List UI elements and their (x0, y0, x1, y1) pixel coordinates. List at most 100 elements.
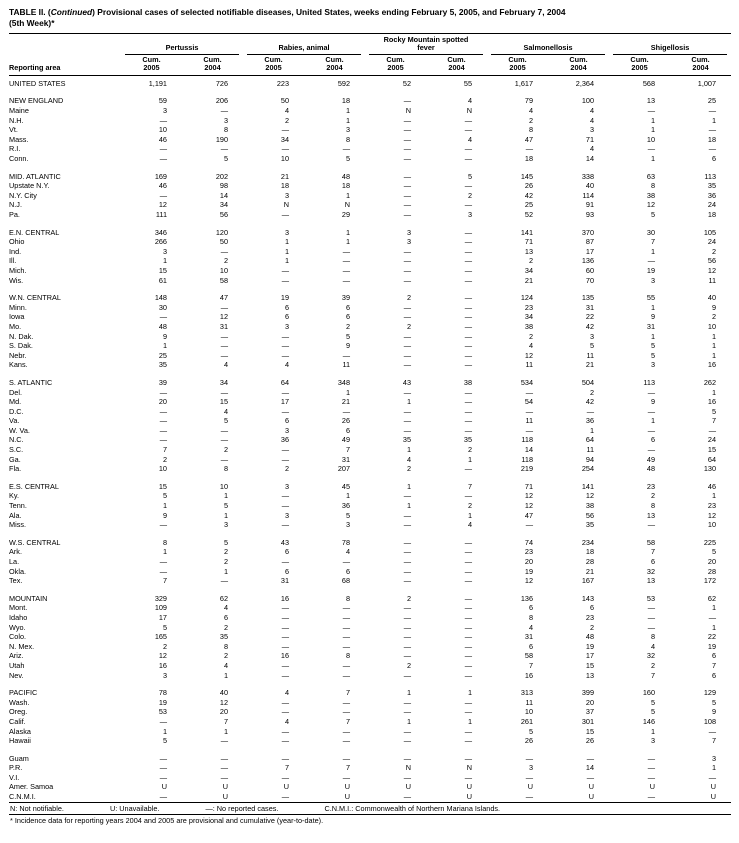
value-cell: — (464, 144, 473, 154)
value-cell: 124 (520, 293, 534, 303)
value-cell: — (464, 227, 473, 237)
value-cell: — (159, 115, 167, 125)
value-cell: 10 (219, 265, 229, 275)
value-cell: — (281, 445, 290, 455)
value-cell: — (647, 106, 656, 116)
value-cell: 145 (520, 171, 534, 181)
value-cell: — (342, 697, 351, 707)
table-row: N. Dak. 9 — — 5 — — 2 3 1 1 (9, 332, 731, 342)
value-cell: 13 (524, 246, 534, 256)
reporting-area-cell: S.C. (9, 445, 24, 455)
value-cell: — (281, 736, 290, 746)
table-row: Ind. 3 — 1 — — — 13 17 1 2 (9, 247, 731, 257)
value-cell: — (342, 641, 351, 651)
value-cell: 35 (463, 435, 473, 445)
value-cell: — (159, 772, 167, 782)
table-row: Kans. 35 4 4 11 — — 11 21 3 16 (9, 360, 731, 370)
value-cell: U (588, 792, 595, 802)
value-cell: — (342, 557, 351, 566)
value-cell: 78 (158, 688, 167, 698)
reporting-area-cell: P.R. (9, 763, 23, 773)
value-cell: — (220, 454, 229, 464)
value-cell: 219 (520, 464, 534, 474)
value-cell: 48 (341, 171, 351, 181)
value-cell: — (281, 341, 290, 351)
value-cell: 4 (650, 641, 656, 651)
value-cell: 592 (337, 78, 351, 88)
value-cell: 7 (345, 688, 351, 698)
value-cell: 16 (280, 651, 290, 661)
value-cell: — (464, 593, 473, 603)
value-cell: 114 (582, 190, 595, 200)
value-cell: 206 (215, 96, 229, 106)
value-cell: — (281, 612, 290, 622)
value-cell: — (342, 726, 351, 736)
value-cell: — (647, 520, 656, 530)
value-cell: 3 (406, 237, 412, 247)
value-cell: — (403, 181, 412, 191)
value-cell: 338 (581, 171, 595, 181)
value-cell: 15 (158, 265, 167, 275)
value-cell: 146 (642, 716, 656, 726)
value-cell: 3 (467, 210, 473, 219)
table-row: Ohio 266 50 1 1 3 — 71 87 7 24 (9, 237, 731, 247)
value-cell: 10 (219, 481, 229, 491)
sub-header-row: Reporting area Cum. 2005 Cum. 2004 Cum. 2005 C… (9, 54, 732, 76)
footnote-key: C.N.M.I.: Commonwealth of Northern Maria… (324, 803, 501, 813)
value-cell: — (403, 246, 412, 256)
value-cell: U (466, 782, 473, 792)
table-row: Ark. 1 2 6 4 — — 23 18 7 5 (9, 547, 731, 557)
value-cell: 3 (284, 227, 290, 237)
value-cell: 2 (589, 622, 595, 632)
value-cell: N (405, 763, 412, 773)
value-cell: 113 (643, 377, 656, 387)
value-cell: 6 (650, 435, 656, 445)
value-cell: — (403, 265, 412, 275)
value-cell: — (403, 736, 412, 746)
value-cell: 43 (402, 377, 412, 387)
reporting-area-cell: Ohio (9, 237, 25, 247)
value-cell: — (281, 520, 290, 530)
table-row: Pa. 111 56 — 29 — 3 52 93 5 18 (9, 210, 731, 220)
table-row: W. Va. — — 3 6 — — — 1 — — (9, 426, 731, 436)
value-cell: — (525, 792, 534, 802)
value-cell: 5 (162, 736, 167, 746)
value-cell: 28 (585, 557, 595, 566)
value-cell: — (342, 632, 351, 642)
reporting-area-cell: Ky. (9, 491, 20, 501)
value-cell: — (220, 387, 229, 397)
value-cell: 19 (158, 697, 167, 707)
value-cell: 4 (406, 454, 412, 464)
value-cell: — (220, 576, 229, 586)
value-cell: — (403, 612, 412, 622)
value-cell: 61 (158, 275, 167, 285)
section-spacer (9, 88, 731, 96)
value-cell: 23 (707, 501, 717, 511)
value-cell: 9 (711, 302, 717, 312)
value-cell: — (403, 491, 412, 501)
value-cell: — (647, 445, 656, 455)
value-cell: 11 (525, 697, 534, 707)
value-cell: — (647, 622, 656, 632)
value-cell: 18 (341, 181, 351, 191)
value-cell: 71 (524, 237, 534, 247)
value-cell: 7 (650, 670, 656, 680)
table-row: Amer. Samoa U U U U U U U U U U (9, 782, 731, 792)
value-cell: 6 (284, 312, 290, 322)
value-cell: 22 (707, 632, 717, 642)
value-cell: 40 (585, 181, 595, 191)
reporting-area-cell: Mich. (9, 265, 27, 275)
value-cell: 5 (162, 622, 167, 632)
value-cell: 8 (528, 125, 534, 135)
value-cell: 1 (711, 350, 717, 360)
table-row: C.N.M.I. — U — U — U — U — U (9, 792, 731, 802)
value-cell: 31 (646, 321, 656, 331)
value-cell: 31 (280, 576, 290, 586)
table-row: Fla. 10 8 2 207 2 — 219 254 48 130 (9, 464, 731, 474)
value-cell: — (403, 632, 412, 642)
footer-rule-top (9, 801, 731, 803)
table-row: Oreg. 53 20 — — — — 10 37 5 9 (9, 707, 731, 717)
value-cell: 48 (158, 321, 167, 331)
value-cell: 1 (650, 331, 656, 341)
value-cell: — (464, 726, 473, 736)
